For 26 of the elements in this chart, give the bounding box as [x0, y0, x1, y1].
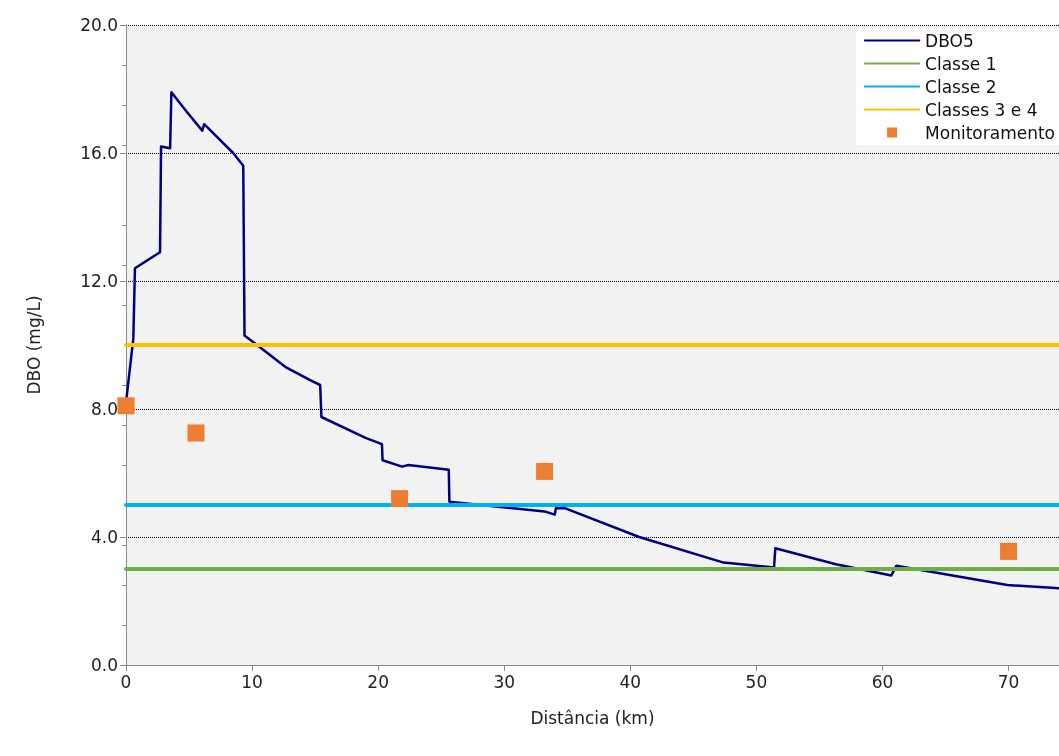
point	[1000, 542, 1018, 560]
legend-label: DBO5	[925, 30, 974, 51]
x-tick-label: 60	[871, 671, 894, 692]
legend-label: Classe 2	[925, 76, 997, 97]
y-tick-label: 4.0	[90, 527, 118, 547]
point	[117, 397, 135, 415]
legend-label: Monitoramento	[925, 122, 1056, 143]
x-tick-label: 0	[120, 671, 132, 692]
y-tick-label: 8.0	[90, 399, 118, 419]
legend-label: Classe 1	[925, 53, 997, 74]
legend-label: Classes 3 e 4	[925, 99, 1038, 120]
x-tick-label: 40	[619, 671, 642, 692]
point	[391, 490, 409, 508]
x-tick-label: 70	[997, 671, 1020, 692]
y-tick-label: 12.0	[80, 271, 118, 291]
x-tick-label: 20	[367, 671, 389, 692]
x-tick-label: 10	[241, 671, 263, 692]
x-axis-title: Distância (km)	[530, 707, 655, 728]
y-tick-label: 0.0	[90, 655, 118, 675]
point	[536, 462, 554, 480]
x-tick-label: 30	[493, 671, 516, 692]
x-tick-label: 50	[745, 671, 768, 692]
y-tick-label: 20.0	[80, 15, 118, 35]
y-tick-label: 16.0	[80, 143, 118, 163]
point	[187, 424, 205, 442]
y-axis-title: DBO (mg/L)	[23, 295, 44, 395]
